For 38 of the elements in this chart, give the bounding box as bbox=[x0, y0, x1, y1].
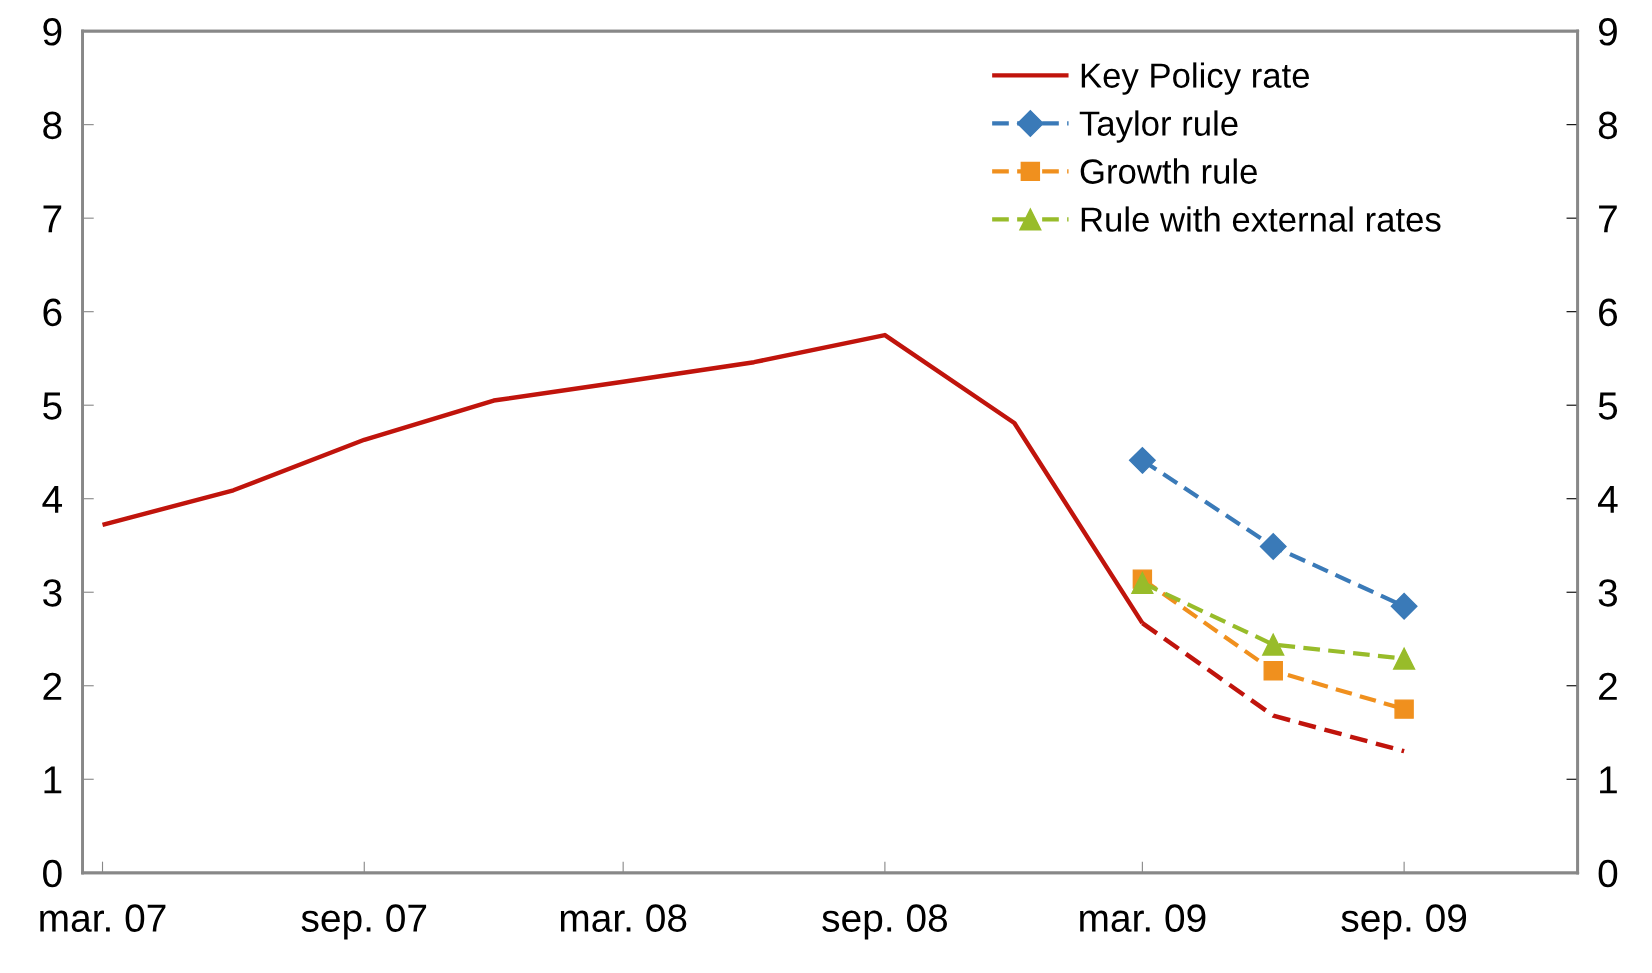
y2-tick-label: 2 bbox=[1599, 672, 1617, 700]
y-tick-label: 1 bbox=[44, 766, 62, 794]
point bbox=[1128, 446, 1156, 474]
y-tick-label: 3 bbox=[43, 579, 62, 607]
x-tick-label: mar. 08 bbox=[560, 904, 687, 932]
y2-tick-label: 4 bbox=[1598, 486, 1618, 513]
point bbox=[1394, 699, 1414, 719]
x-tick-label: mar. 07 bbox=[40, 904, 166, 932]
x-tick-label: sep. 08 bbox=[822, 904, 947, 940]
y-tick-label: 0 bbox=[43, 859, 62, 888]
y2-tick-label: 6 bbox=[1599, 298, 1618, 327]
legend-label: Key Policy rate bbox=[1081, 62, 1309, 95]
y-tick-label: 2 bbox=[43, 672, 62, 700]
y2-tick-label: 9 bbox=[1598, 18, 1617, 46]
y-tick-label: 6 bbox=[43, 298, 62, 327]
y2-tick-label: 7 bbox=[1599, 205, 1617, 233]
y2-tick-label: 3 bbox=[1598, 579, 1618, 607]
y2-tick-label: 0 bbox=[1598, 859, 1618, 888]
y-tick-label: 5 bbox=[43, 392, 62, 420]
point bbox=[1263, 661, 1283, 681]
y-tick-label: 4 bbox=[42, 486, 63, 513]
y2-tick-label: 8 bbox=[1598, 111, 1618, 140]
legend-label: Growth rule bbox=[1080, 158, 1257, 184]
x-tick-label: mar. 09 bbox=[1080, 904, 1206, 932]
x-tick-label: sep. 07 bbox=[301, 904, 427, 940]
y-tick-label: 7 bbox=[43, 205, 62, 233]
y-tick-label: 8 bbox=[43, 111, 62, 140]
point bbox=[1259, 532, 1287, 560]
point bbox=[1131, 571, 1154, 594]
y2-tick-label: 1 bbox=[1600, 766, 1617, 794]
x-tick-label: sep. 09 bbox=[1341, 904, 1467, 940]
point bbox=[1262, 633, 1285, 656]
point bbox=[1392, 647, 1416, 670]
legend-label: Rule with external rates bbox=[1081, 206, 1441, 232]
point bbox=[1390, 592, 1418, 620]
legend-label: Taylor rule bbox=[1079, 110, 1238, 143]
y-tick-label: 9 bbox=[43, 18, 62, 46]
y2-tick-label: 5 bbox=[1598, 392, 1618, 420]
